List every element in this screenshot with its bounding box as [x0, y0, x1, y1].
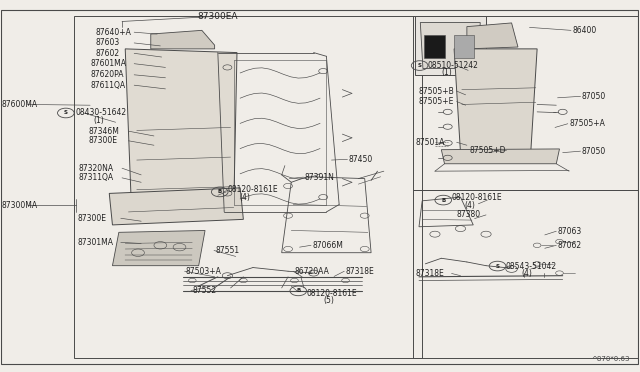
- Text: 87602: 87602: [95, 49, 119, 58]
- Text: 87391N: 87391N: [305, 173, 335, 182]
- Text: 08543-51042: 08543-51042: [505, 262, 556, 270]
- Text: 87505+B: 87505+B: [419, 87, 454, 96]
- Bar: [413, 190, 638, 358]
- Text: 87501A: 87501A: [416, 138, 445, 147]
- Text: (1): (1): [442, 68, 452, 77]
- Text: ^870*0.63: ^870*0.63: [591, 356, 630, 362]
- Text: (1): (1): [93, 116, 104, 125]
- Text: 87552: 87552: [192, 286, 216, 295]
- Text: 87450: 87450: [349, 155, 373, 164]
- Text: 87503+A: 87503+A: [186, 267, 222, 276]
- Text: S: S: [418, 63, 422, 68]
- Polygon shape: [442, 149, 559, 164]
- Text: (4): (4): [465, 201, 476, 210]
- Polygon shape: [109, 188, 243, 225]
- Text: 08120-8161E: 08120-8161E: [452, 193, 502, 202]
- Text: 86720AA: 86720AA: [294, 267, 330, 276]
- Text: B: B: [296, 288, 300, 294]
- Text: 87050: 87050: [582, 147, 606, 155]
- Bar: [415, 16, 486, 75]
- Text: 87611QA: 87611QA: [90, 81, 125, 90]
- Text: 87318E: 87318E: [416, 269, 445, 278]
- Text: 87063: 87063: [557, 227, 582, 236]
- Text: 87301MA: 87301MA: [77, 238, 113, 247]
- Bar: [454, 35, 474, 58]
- Text: 87300E: 87300E: [89, 136, 118, 145]
- Text: B: B: [218, 189, 222, 195]
- Text: 87640+A: 87640+A: [95, 28, 131, 37]
- Text: 87601MA: 87601MA: [90, 59, 126, 68]
- Text: 87300MA: 87300MA: [2, 201, 38, 210]
- Text: 87600MA: 87600MA: [2, 100, 38, 109]
- Text: 08120-8161E: 08120-8161E: [307, 289, 357, 298]
- Text: 87603: 87603: [95, 38, 120, 48]
- Text: 08510-51242: 08510-51242: [428, 61, 478, 70]
- Text: 87300EA: 87300EA: [198, 12, 238, 21]
- Text: 87300E: 87300E: [77, 214, 106, 223]
- Bar: [74, 16, 422, 358]
- Text: 87380: 87380: [457, 211, 481, 219]
- Text: 08120-8161E: 08120-8161E: [227, 185, 278, 194]
- Text: (4): (4): [522, 269, 532, 278]
- Text: (4): (4): [239, 193, 250, 202]
- Text: 87551: 87551: [215, 246, 239, 255]
- Text: 08430-51642: 08430-51642: [76, 109, 127, 118]
- Polygon shape: [113, 231, 205, 266]
- Text: S: S: [64, 110, 68, 115]
- Text: 87318E: 87318E: [346, 267, 374, 276]
- Bar: [413, 16, 638, 190]
- Polygon shape: [467, 23, 518, 49]
- Text: 86400: 86400: [572, 26, 596, 35]
- Polygon shape: [125, 49, 237, 212]
- Text: 87505+D: 87505+D: [469, 146, 506, 155]
- Text: B: B: [441, 198, 445, 203]
- Bar: [424, 35, 445, 58]
- Text: 87505+E: 87505+E: [419, 97, 454, 106]
- Text: (5): (5): [323, 296, 334, 305]
- Text: 87320NA: 87320NA: [79, 164, 114, 173]
- Text: S: S: [495, 263, 500, 269]
- Text: 87505+A: 87505+A: [569, 119, 605, 128]
- Text: 87311QA: 87311QA: [79, 173, 114, 182]
- Text: 87066M: 87066M: [312, 241, 343, 250]
- Text: 87050: 87050: [582, 92, 606, 101]
- Polygon shape: [454, 49, 537, 153]
- Polygon shape: [151, 31, 214, 49]
- Text: 87346M: 87346M: [89, 126, 120, 136]
- Text: 87620PA: 87620PA: [90, 70, 124, 79]
- Text: 87062: 87062: [557, 241, 582, 250]
- Polygon shape: [420, 23, 480, 68]
